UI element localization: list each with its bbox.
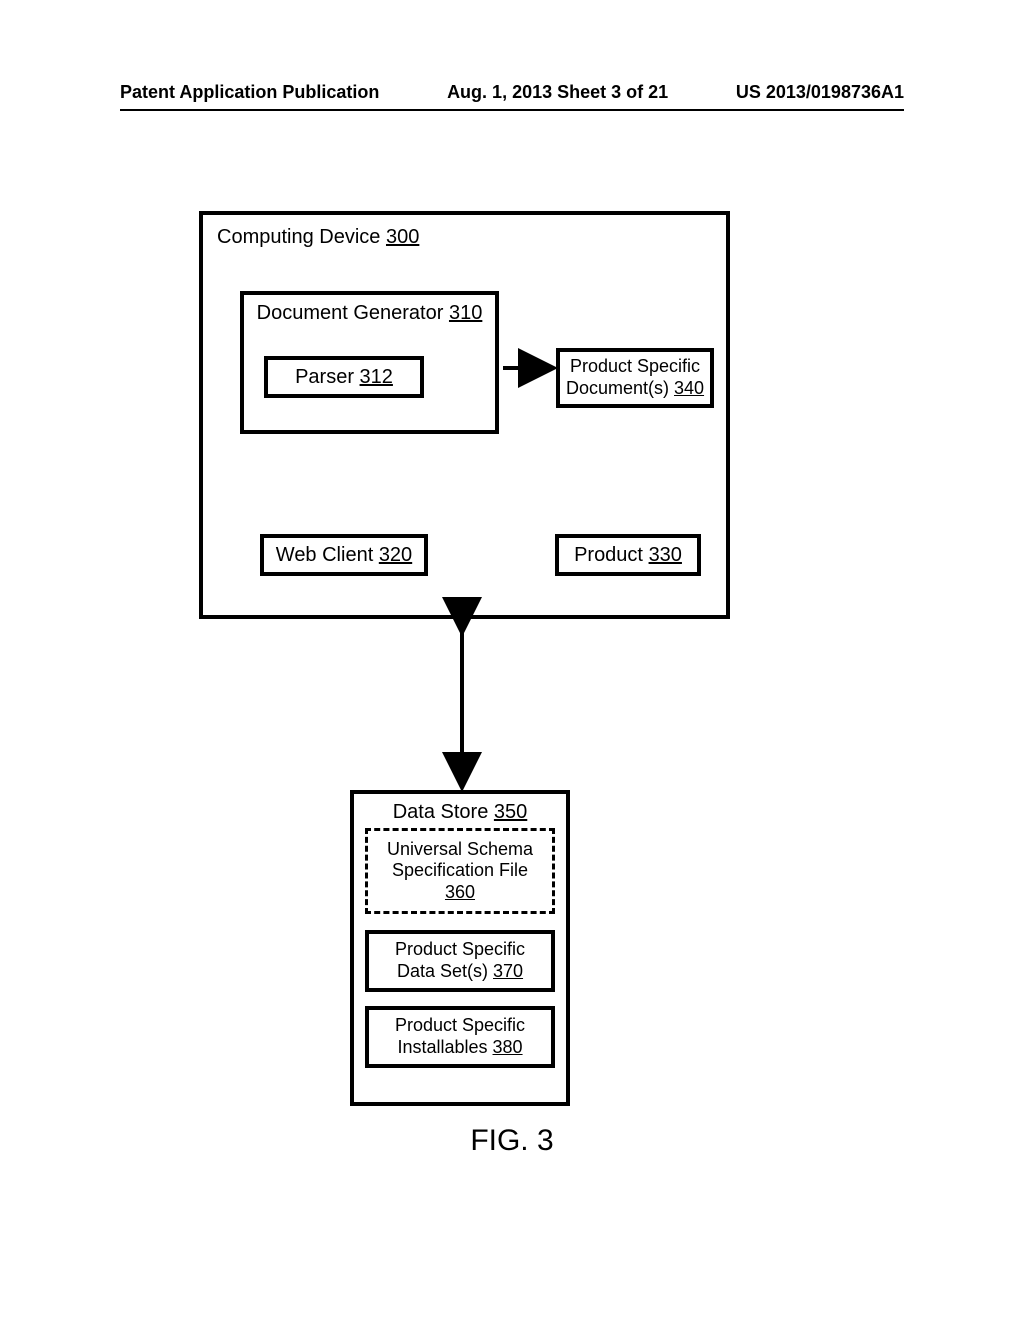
web-client-label: Web Client 320 [276, 543, 412, 567]
figure-caption: FIG. 3 [0, 1124, 1024, 1158]
universal-schema-box: Universal Schema Specification File 360 [365, 828, 555, 914]
diagram-canvas: Computing Device 300 Document Generator … [0, 0, 1024, 1320]
document-generator-label: Document Generator 310 [257, 302, 483, 324]
product-box: Product 330 [555, 534, 701, 576]
product-installables-label: Product Specific Installables 380 [395, 1015, 525, 1058]
product-data-sets-box: Product Specific Data Set(s) 370 [365, 930, 555, 992]
web-client-box: Web Client 320 [260, 534, 428, 576]
universal-schema-label: Universal Schema Specification File 360 [387, 839, 533, 904]
product-data-sets-label: Product Specific Data Set(s) 370 [395, 939, 525, 982]
product-specific-docs-box: Product Specific Document(s) 340 [556, 348, 714, 408]
arrows-layer [0, 0, 1024, 1320]
parser-label: Parser 312 [295, 365, 393, 389]
product-installables-box: Product Specific Installables 380 [365, 1006, 555, 1068]
data-store-label: Data Store 350 [393, 801, 528, 823]
computing-device-label: Computing Device 300 [217, 226, 419, 248]
parser-box: Parser 312 [264, 356, 424, 398]
product-specific-docs-label: Product Specific Document(s) 340 [566, 356, 704, 399]
product-label: Product 330 [574, 543, 682, 567]
